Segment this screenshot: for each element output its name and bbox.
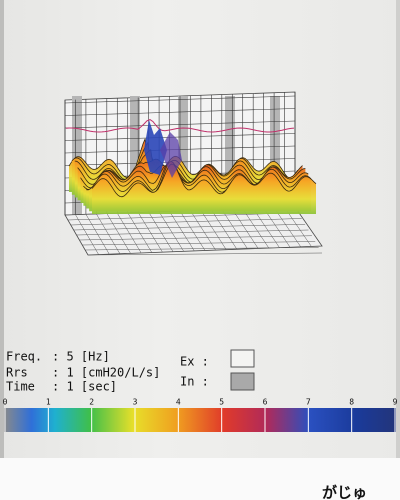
floor-grid xyxy=(148,211,174,252)
surface-line xyxy=(86,162,309,191)
paper-edge xyxy=(396,0,400,460)
colorbar-label: 9 xyxy=(393,398,398,407)
wall-stripe xyxy=(270,96,280,215)
in-box xyxy=(230,372,255,391)
floor-grid xyxy=(221,209,248,250)
freq-label: Freq. xyxy=(6,350,42,364)
wall-grid xyxy=(64,95,296,104)
footer-text: がじゅ xyxy=(322,484,367,500)
freq-value: : 5 [Hz] xyxy=(52,350,110,364)
floor-grid xyxy=(242,208,270,249)
wall-stripe xyxy=(225,96,235,215)
floor-grid xyxy=(79,235,312,241)
floor-grid xyxy=(232,209,259,249)
wall-grid xyxy=(64,108,296,116)
rrs-value: : 1 [cmH20/L/s] xyxy=(52,366,160,380)
floor-grid xyxy=(87,252,323,256)
wall-stripe xyxy=(130,96,140,215)
floor-grid xyxy=(273,207,301,247)
floor-grid xyxy=(85,247,319,251)
ex-box xyxy=(230,349,255,368)
wall-stripe xyxy=(72,96,82,215)
floor-grid xyxy=(252,208,280,248)
surface-ribbon xyxy=(92,163,316,214)
surface-line xyxy=(71,141,292,181)
floor-grid xyxy=(127,212,153,253)
floor-grid xyxy=(169,211,195,252)
wall-grid xyxy=(64,120,296,129)
time-value: : 1 [sec] xyxy=(52,380,117,394)
wall-grid xyxy=(64,133,296,141)
wall-grid xyxy=(64,145,296,154)
floor-grid xyxy=(76,229,309,236)
surface-peak xyxy=(144,120,167,175)
floor-grid xyxy=(106,213,131,254)
surface-line xyxy=(74,148,296,183)
floor-grid xyxy=(73,224,306,231)
floor-grid xyxy=(179,210,206,251)
colorbar-label: 4 xyxy=(176,398,181,407)
colorbar-label: 2 xyxy=(89,398,94,407)
colorbar-label: 1 xyxy=(46,398,51,407)
floor-grid xyxy=(158,211,184,252)
floor-grid xyxy=(96,213,121,254)
floor-grid xyxy=(263,207,291,248)
ex-label: Ex : xyxy=(180,355,209,369)
colorbar-label: 3 xyxy=(133,398,138,407)
surface-peak xyxy=(160,132,182,178)
colorbar-label: 5 xyxy=(219,398,224,407)
time-label: Time xyxy=(6,380,35,394)
colorbar-label: 8 xyxy=(349,398,354,407)
colorbar xyxy=(4,408,396,432)
floor-grid xyxy=(117,213,142,254)
floor-grid xyxy=(82,241,316,246)
surface-line xyxy=(91,163,317,198)
in-label: In : xyxy=(180,375,209,389)
colorbar-label: 6 xyxy=(263,398,268,407)
paper-edge xyxy=(0,0,4,460)
rrs-label: Rrs xyxy=(6,366,28,380)
floor-grid xyxy=(70,218,302,226)
surface-line xyxy=(88,160,312,193)
colorbar-label: 7 xyxy=(306,398,311,407)
floor-grid xyxy=(85,214,110,255)
wall-stripe xyxy=(178,96,188,215)
next-page xyxy=(0,458,400,500)
floor-grid xyxy=(190,210,216,251)
floor-grid xyxy=(137,212,163,253)
colorbar-label: 0 xyxy=(3,398,8,407)
surface-plot xyxy=(64,91,323,256)
wall-trace xyxy=(65,119,295,133)
